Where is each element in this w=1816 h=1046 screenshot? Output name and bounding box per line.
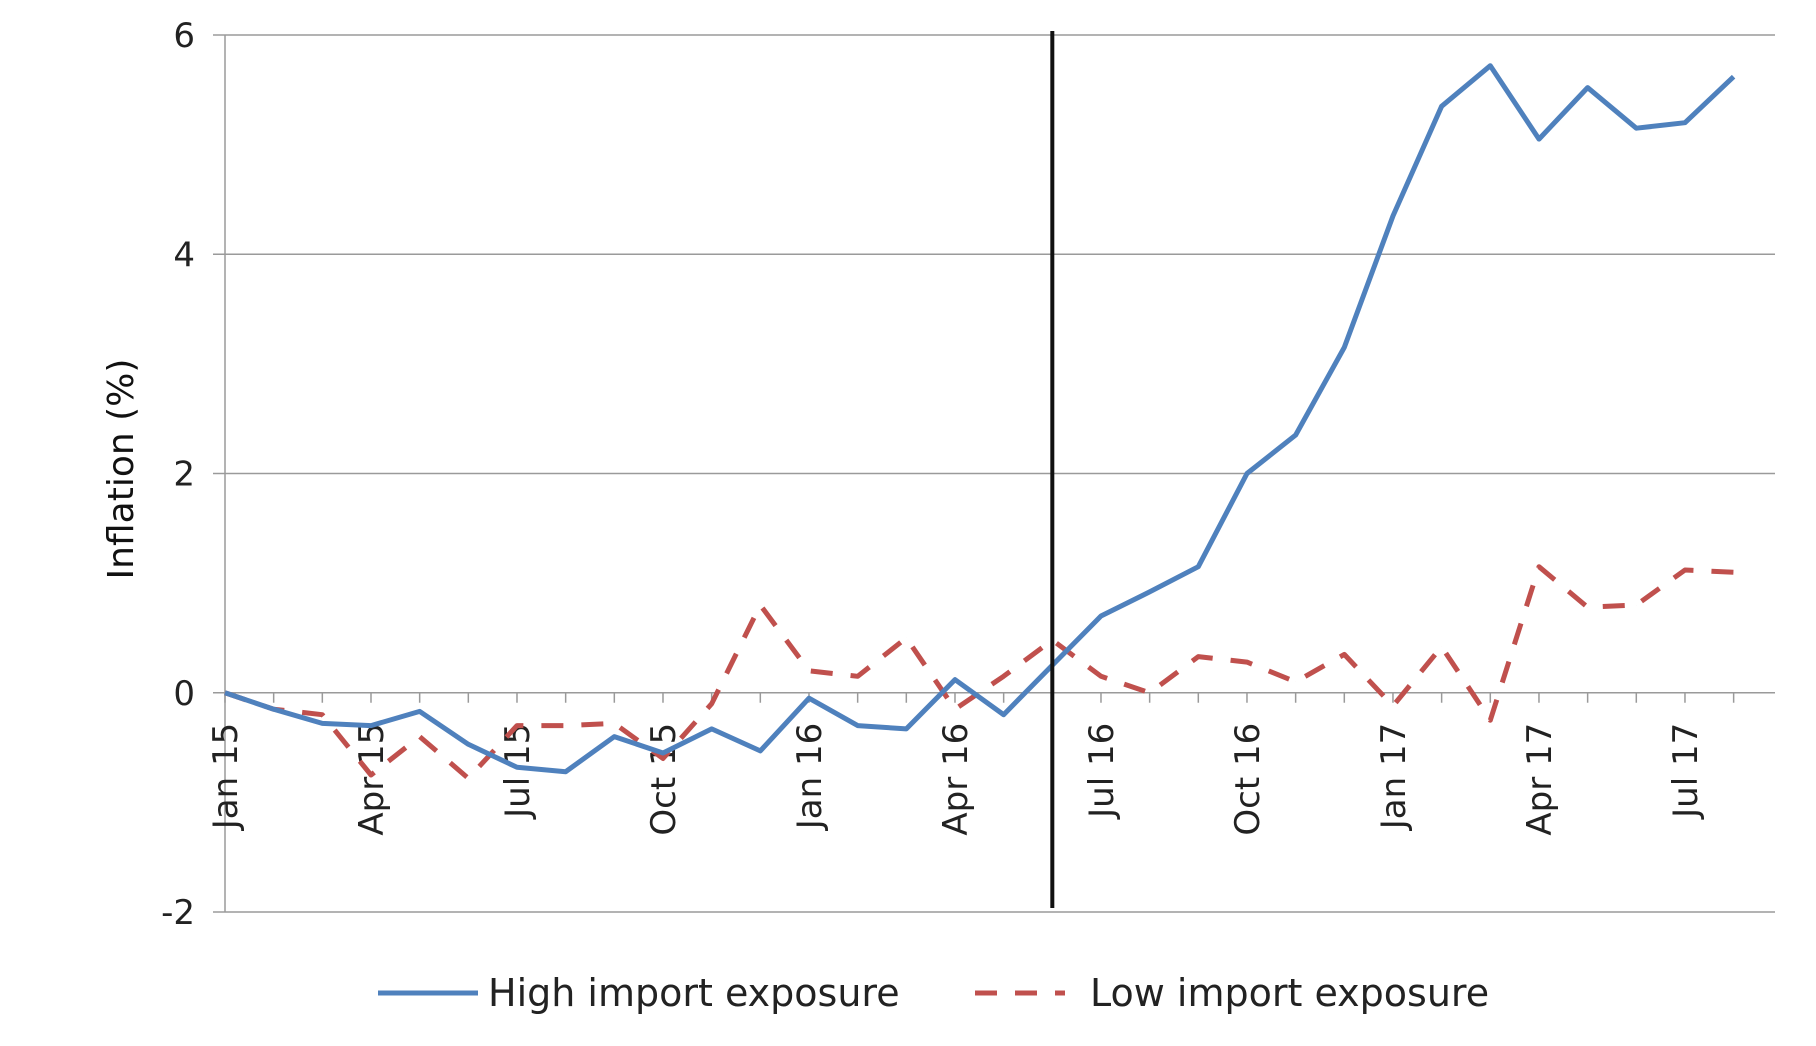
legend-label-high: High import exposure — [488, 971, 900, 1015]
x-tick-label: Jan 17 — [1374, 723, 1414, 831]
x-tick-label: Apr 17 — [1520, 723, 1560, 836]
y-tick-label: -2 — [161, 893, 195, 933]
legend: High import exposure Low import exposure — [378, 971, 1489, 1015]
series-line — [224, 63, 1736, 775]
y-tick-label: 6 — [173, 16, 195, 56]
y-axis-label: Inflation (%) — [101, 359, 142, 580]
x-axis-ticks: Jan 15 Apr 15 Jul 15 Oct 15 Jan 16 Apr 16 Jul … — [206, 692, 1735, 836]
x-tick-label: Apr 16 — [936, 723, 976, 836]
x-tick-label: Apr 15 — [352, 723, 392, 836]
x-tick-label: Jan 15 — [206, 723, 246, 831]
x-tick-label: Oct 16 — [1228, 723, 1268, 836]
x-tick-label: Oct 15 — [644, 723, 684, 836]
y-axis-ticks: 6 4 2 0 -2 — [161, 16, 225, 933]
y-tick-label: 4 — [173, 235, 195, 275]
y-tick-label: 2 — [173, 455, 195, 495]
legend-label-low: Low import exposure — [1090, 971, 1489, 1015]
x-tick-label: Jul 15 — [498, 723, 538, 820]
series-line — [224, 564, 1734, 781]
x-tick-label: Jan 16 — [790, 723, 830, 831]
series-lines — [224, 63, 1736, 781]
x-tick-label: Jul 16 — [1082, 723, 1122, 820]
y-tick-label: 0 — [173, 674, 195, 714]
x-tick-label: Jul 17 — [1666, 723, 1706, 820]
